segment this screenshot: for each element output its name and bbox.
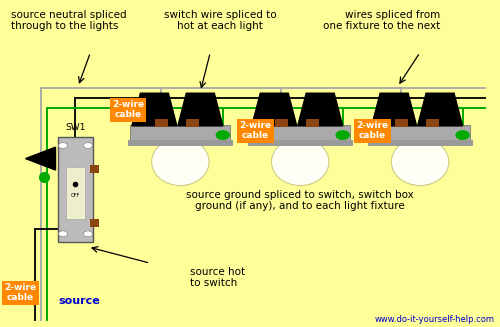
Text: source ground spliced to switch, switch box
ground (if any), and to each light f: source ground spliced to switch, switch …: [186, 190, 414, 211]
FancyBboxPatch shape: [66, 167, 85, 219]
Text: switch wire spliced to
hot at each light: switch wire spliced to hot at each light: [164, 10, 276, 31]
Polygon shape: [372, 93, 416, 126]
FancyBboxPatch shape: [155, 119, 168, 127]
FancyBboxPatch shape: [306, 119, 319, 127]
Polygon shape: [252, 93, 296, 126]
Ellipse shape: [152, 138, 209, 186]
Text: 2-wire
cable: 2-wire cable: [356, 121, 388, 141]
Text: source: source: [58, 296, 100, 306]
Circle shape: [216, 131, 230, 139]
FancyBboxPatch shape: [250, 125, 350, 141]
Polygon shape: [132, 93, 177, 126]
Text: 2-wire
cable: 2-wire cable: [4, 283, 36, 302]
Circle shape: [456, 131, 469, 139]
FancyBboxPatch shape: [248, 140, 352, 146]
Circle shape: [84, 143, 92, 148]
Text: 2-wire
cable: 2-wire cable: [239, 121, 272, 141]
Text: source hot
to switch: source hot to switch: [190, 267, 246, 288]
Circle shape: [336, 131, 349, 139]
Circle shape: [58, 143, 68, 148]
FancyBboxPatch shape: [368, 140, 472, 146]
Polygon shape: [26, 147, 56, 170]
Ellipse shape: [272, 138, 329, 186]
FancyBboxPatch shape: [58, 137, 93, 242]
Text: wires spliced from
one fixture to the next: wires spliced from one fixture to the ne…: [323, 10, 440, 31]
FancyBboxPatch shape: [394, 119, 407, 127]
Text: SW1: SW1: [66, 123, 86, 132]
Circle shape: [58, 231, 68, 237]
Text: www.do-it-yourself-help.com: www.do-it-yourself-help.com: [375, 315, 495, 324]
Text: 2-wire
cable: 2-wire cable: [112, 100, 144, 119]
Polygon shape: [298, 93, 343, 126]
Text: source neutral spliced
through to the lights: source neutral spliced through to the li…: [10, 10, 126, 31]
FancyBboxPatch shape: [130, 125, 230, 141]
FancyBboxPatch shape: [128, 140, 233, 146]
FancyBboxPatch shape: [275, 119, 287, 127]
FancyBboxPatch shape: [90, 219, 100, 227]
FancyBboxPatch shape: [90, 165, 100, 173]
Polygon shape: [178, 93, 223, 126]
FancyBboxPatch shape: [186, 119, 200, 127]
Ellipse shape: [392, 138, 449, 186]
Circle shape: [84, 231, 92, 237]
FancyBboxPatch shape: [370, 125, 470, 141]
FancyBboxPatch shape: [426, 119, 439, 127]
Text: OFF: OFF: [70, 193, 80, 198]
Polygon shape: [418, 93, 463, 126]
